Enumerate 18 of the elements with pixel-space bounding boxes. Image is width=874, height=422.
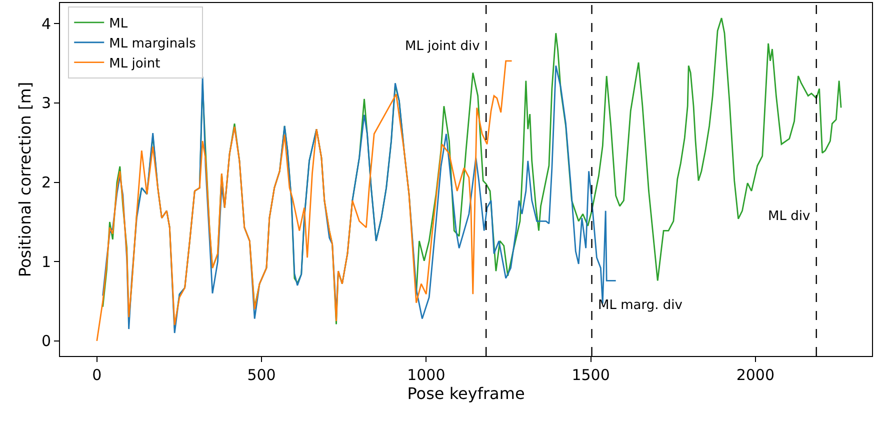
- x-tick-label: 500: [247, 366, 276, 384]
- legend-label: ML: [109, 16, 128, 32]
- y-tick-label: 4: [41, 14, 51, 33]
- legend-label: ML joint: [109, 56, 160, 72]
- x-tick-label: 1500: [572, 366, 610, 384]
- y-axis-title: Positional correction [m]: [15, 82, 34, 278]
- ref-line-label: ML joint div: [405, 39, 480, 54]
- x-tick-label: 0: [92, 366, 102, 384]
- y-tick-label: 0: [41, 332, 51, 350]
- ref-line-label: ML marg. div: [598, 298, 683, 313]
- y-tick-label: 1: [41, 252, 51, 271]
- y-tick-label: 2: [41, 174, 51, 192]
- x-axis-title: Pose keyframe: [407, 384, 525, 403]
- y-tick-label: 3: [41, 94, 51, 112]
- legend-label: ML marginals: [109, 36, 196, 52]
- x-tick-label: 2000: [736, 366, 775, 384]
- x-tick-label: 1000: [407, 366, 446, 384]
- ref-line-label: ML div: [768, 209, 810, 224]
